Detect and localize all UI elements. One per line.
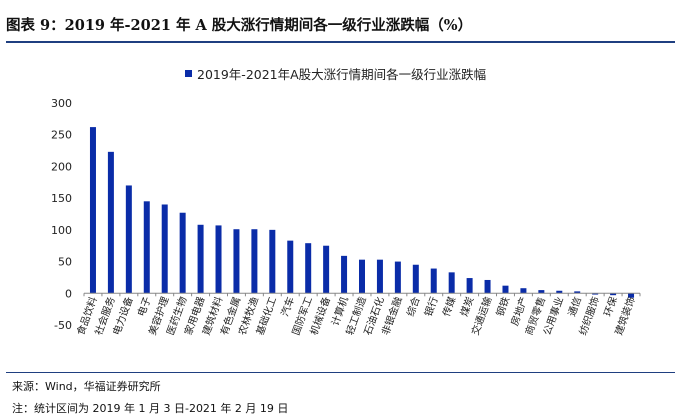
title-divider bbox=[6, 41, 675, 43]
x-tick-label: 电子 bbox=[135, 295, 154, 318]
period-note: 注：统计区间为 2019 年 1 月 3 日-2021 年 2 月 19 日 bbox=[12, 402, 289, 415]
y-tick-label: 150 bbox=[51, 192, 72, 205]
bar-纺织服饰 bbox=[592, 293, 599, 295]
figure-title: 图表 9：2019 年-2021 年 A 股大涨行情期间各一级行业涨跌幅（%） bbox=[6, 17, 473, 34]
bar-钢铁 bbox=[502, 285, 509, 294]
bar-机械设备 bbox=[323, 245, 330, 294]
x-tick-label: 通信 bbox=[566, 295, 584, 318]
x-tick-label: 传媒 bbox=[440, 295, 458, 318]
x-tick-label: 钢铁 bbox=[493, 295, 512, 318]
bar-商贸零售 bbox=[538, 290, 545, 294]
footer-divider bbox=[6, 372, 675, 373]
bar-国防军工 bbox=[305, 243, 312, 294]
bar-煤炭 bbox=[466, 278, 473, 294]
bar-传媒 bbox=[448, 272, 455, 294]
bar-银行 bbox=[430, 268, 437, 294]
bar-美容护理 bbox=[161, 204, 168, 294]
y-tick-label: 200 bbox=[51, 160, 72, 173]
source-note: 来源：Wind，华福证券研究所 bbox=[12, 380, 161, 393]
bar-社会服务 bbox=[107, 151, 114, 294]
bar-石油石化 bbox=[376, 259, 383, 294]
bar-非银金融 bbox=[394, 261, 401, 294]
x-tick-label: 环保 bbox=[601, 295, 620, 318]
y-tick-label: 0 bbox=[65, 287, 72, 300]
y-tick-label: 50 bbox=[58, 256, 72, 269]
bar-基础化工 bbox=[269, 229, 276, 294]
bar-电子 bbox=[143, 201, 150, 294]
bar-建筑装饰 bbox=[628, 293, 635, 298]
bar-食品饮料 bbox=[89, 127, 96, 294]
bar-轻工制造 bbox=[359, 259, 365, 294]
bar-有色金属 bbox=[233, 229, 240, 294]
x-tick-label: 汽车 bbox=[278, 295, 297, 318]
bar-农林牧渔 bbox=[251, 229, 258, 294]
legend-swatch bbox=[185, 70, 192, 77]
y-tick-label: -50 bbox=[54, 319, 72, 332]
x-tick-label: 煤炭 bbox=[457, 295, 476, 318]
x-tick-label: 综合 bbox=[404, 295, 423, 318]
bar-公用事业 bbox=[556, 290, 563, 294]
bar-房地产 bbox=[520, 288, 527, 294]
bar-交通运输 bbox=[484, 279, 491, 294]
bar-家用电器 bbox=[197, 224, 204, 294]
bar-通信 bbox=[574, 291, 581, 294]
bar-环保 bbox=[610, 293, 617, 296]
bar-汽车 bbox=[287, 240, 294, 294]
y-tick-label: 250 bbox=[51, 129, 72, 142]
x-tick-label: 银行 bbox=[422, 295, 441, 318]
chart-legend: 2019年-2021年A股大涨行情期间各一级行业涨跌幅 bbox=[185, 64, 486, 83]
y-tick-label: 100 bbox=[51, 224, 72, 237]
bar-电力设备 bbox=[125, 185, 132, 294]
bar-建筑材料 bbox=[215, 225, 222, 294]
bar-综合 bbox=[412, 264, 419, 294]
y-tick-label: 300 bbox=[51, 97, 72, 110]
bar-医药生物 bbox=[179, 212, 186, 294]
legend-label: 2019年-2021年A股大涨行情期间各一级行业涨跌幅 bbox=[197, 67, 487, 82]
bar-计算机 bbox=[341, 255, 348, 294]
